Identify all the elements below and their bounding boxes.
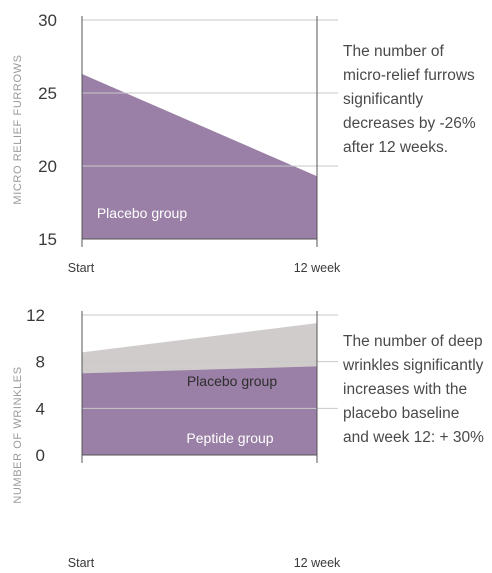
annotation-line: placebo baseline (343, 405, 459, 422)
x-tick-label: 12 week (294, 261, 341, 275)
series-label-placebo-group: Placebo group (187, 373, 278, 389)
series-label-placebo-group: Placebo group (97, 205, 188, 221)
annotation-line: micro-relief furrows (343, 67, 475, 84)
chart-panel-1: 15 20 25 30 Start 12 week MICRO RELIEF FURROWS… (12, 11, 476, 275)
annotation-line: significantly (343, 91, 423, 108)
x-tick-label: Start (68, 261, 95, 275)
x-tick-label: Start (68, 556, 95, 570)
x-tick-label: 12 week (294, 556, 341, 570)
annotation-line: after 12 weeks. (343, 139, 448, 156)
y-tick-label: 12 (26, 306, 45, 325)
y-axis-title: MICRO RELIEF FURROWS (12, 54, 24, 204)
y-axis-title: NUMBER OF WRINKLES (12, 366, 24, 503)
annotation-line: increases with the (343, 381, 467, 398)
annotation-line: decreases by -26% (343, 115, 476, 132)
annotation-line: The number of (343, 43, 444, 60)
y-tick-label: 4 (36, 399, 45, 418)
annotation-text: The number of deep wrinkles significantly… (342, 333, 484, 446)
y-tick-label: 30 (38, 11, 57, 30)
y-tick-label: 20 (38, 157, 57, 176)
y-tick-label: 0 (36, 446, 45, 465)
area-placebo-group (82, 74, 317, 240)
chart-panel-2: 0 4 8 12 Start 12 week NUMBER OF WRINKLES Place… (12, 306, 484, 570)
annotation-line: and week 12: + 30% (343, 429, 484, 446)
annotation-text: The number of micro-relief furrows signifi… (343, 43, 476, 156)
annotation-line: wrinkles significantly (342, 357, 484, 374)
y-tick-label: 8 (36, 353, 45, 372)
area-peptide-group (82, 366, 317, 455)
series-label-peptide-group: Peptide group (186, 430, 273, 446)
y-tick-label: 25 (38, 84, 57, 103)
annotation-line: The number of deep (343, 333, 483, 350)
y-tick-label: 15 (38, 230, 57, 249)
